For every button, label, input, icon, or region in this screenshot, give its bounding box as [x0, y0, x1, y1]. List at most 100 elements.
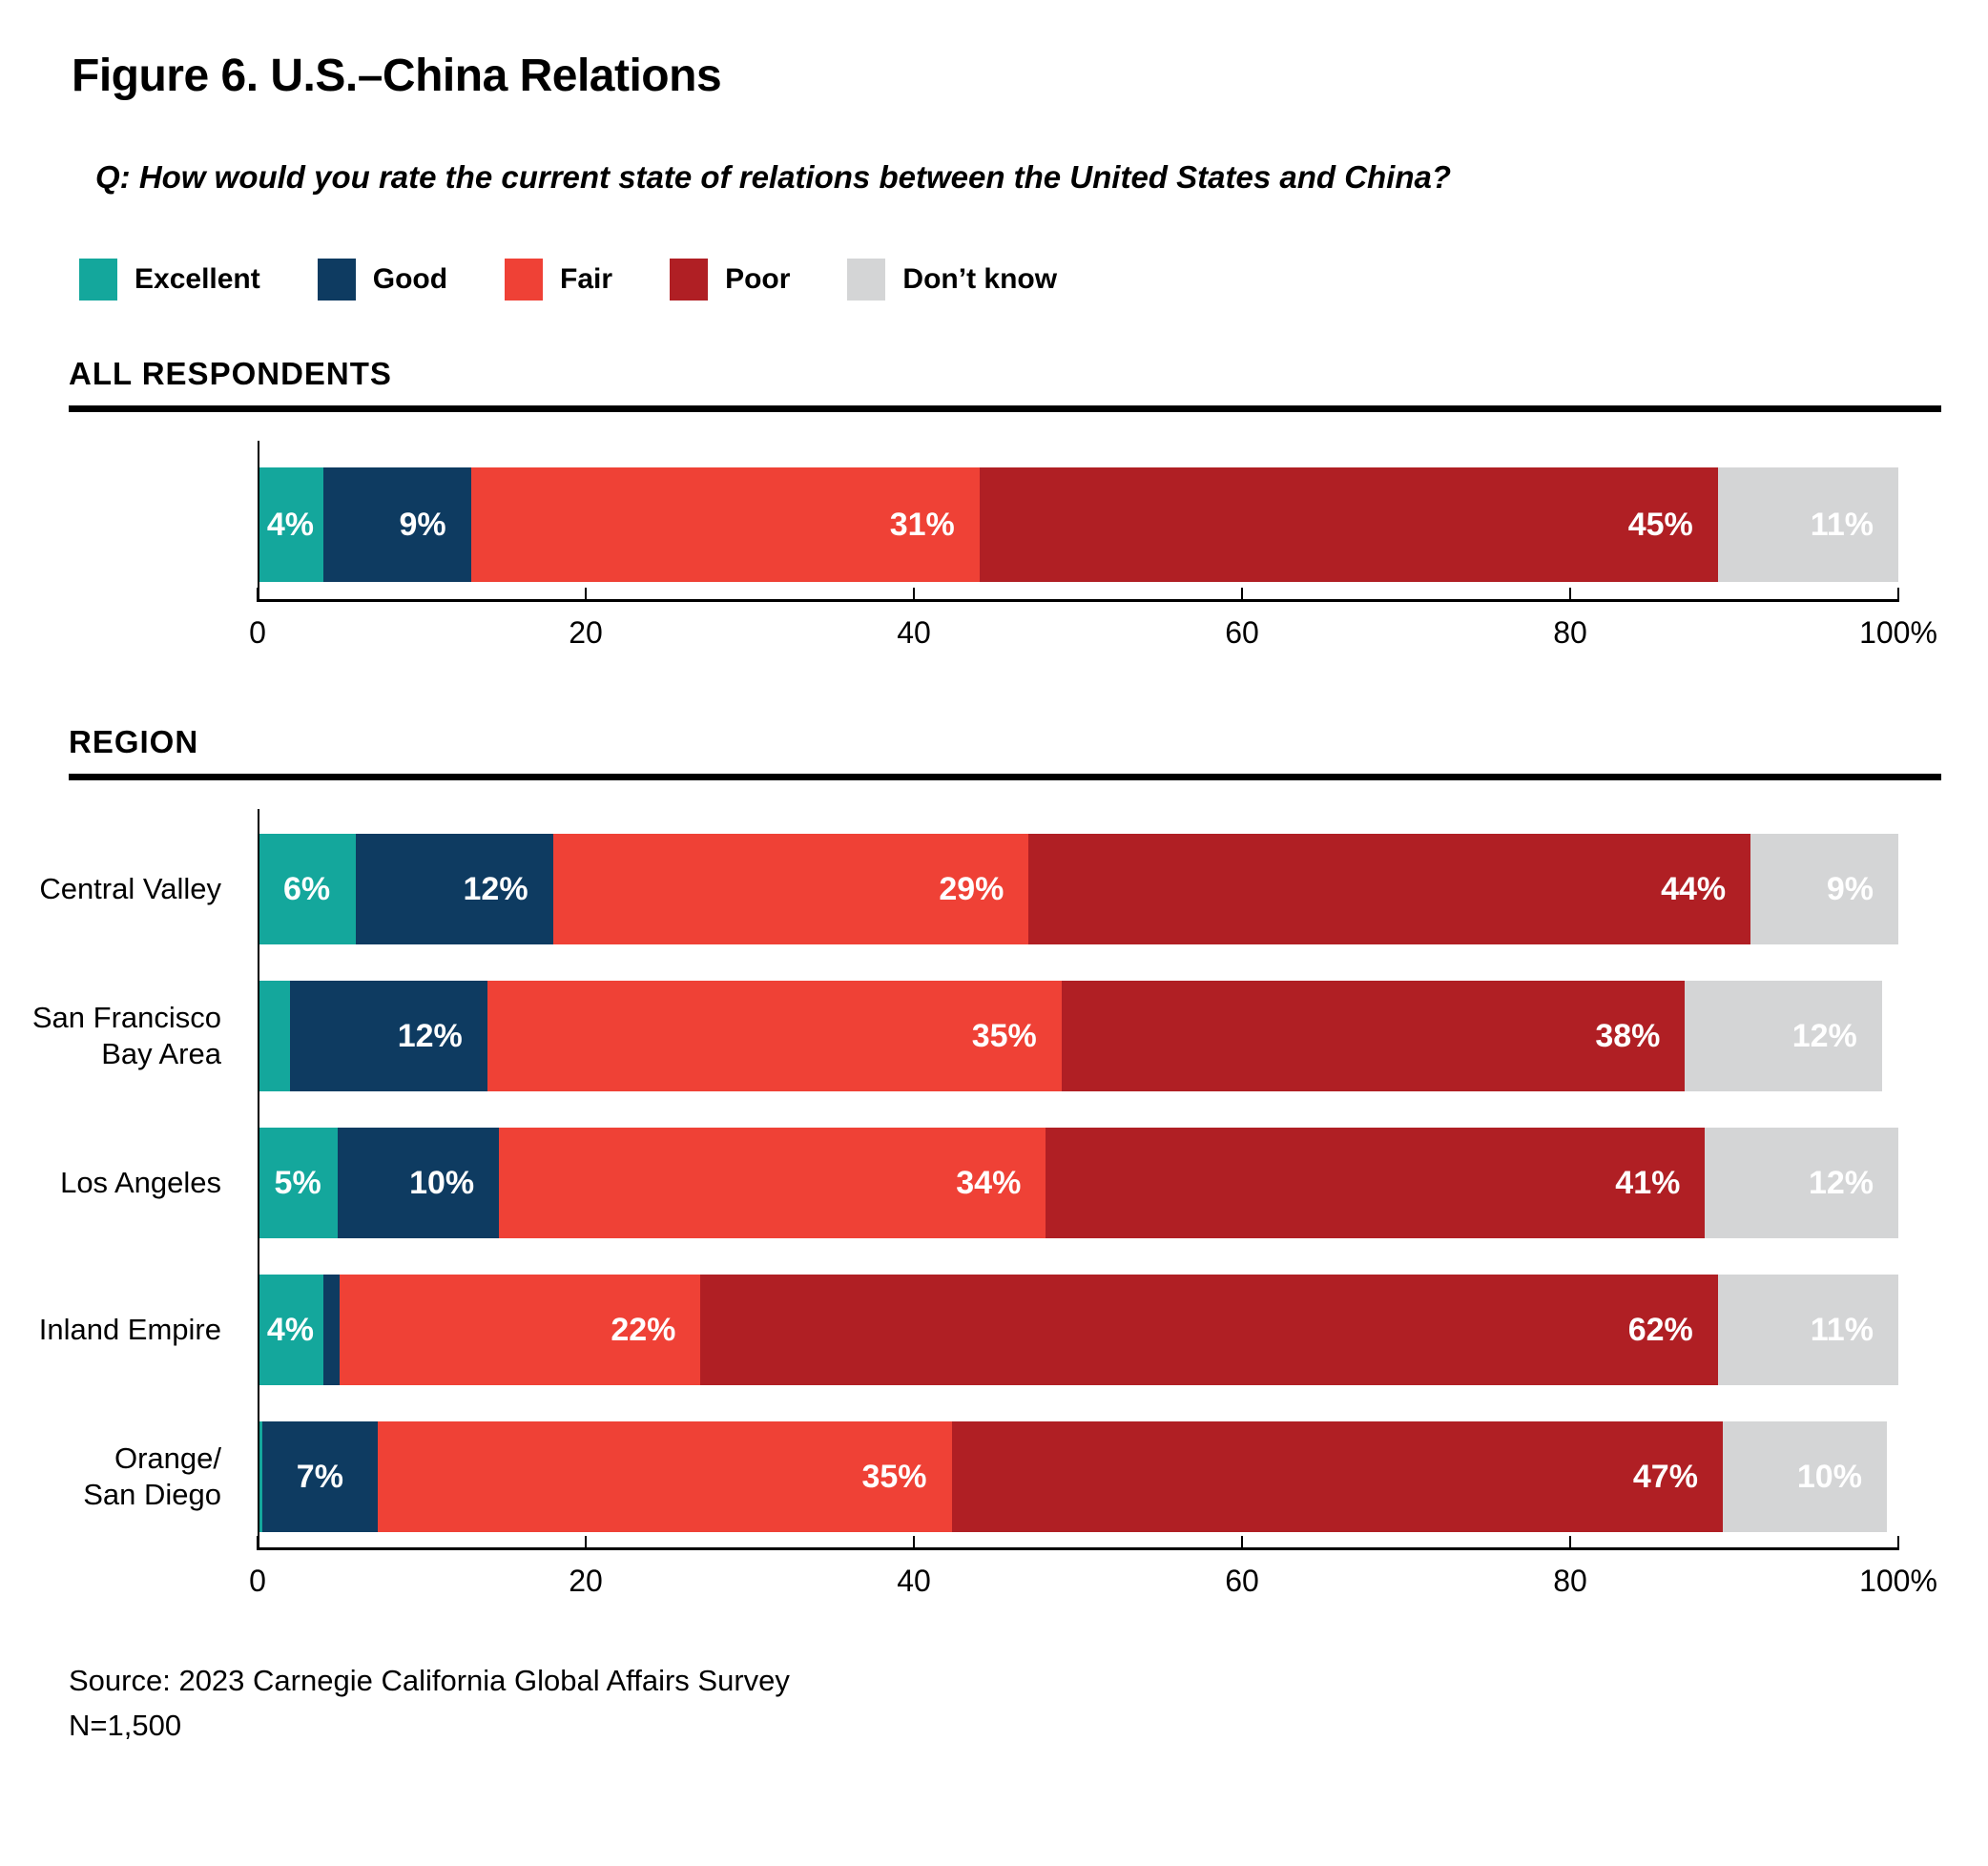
axis-tick [1897, 1536, 1899, 1550]
bar-segment-poor: 38% [1061, 981, 1686, 1091]
segment-value-label: 41% [1615, 1164, 1681, 1201]
axis-tick [1241, 588, 1243, 602]
bar-row: 4% 9% 31% 45% 11% [0, 467, 1898, 582]
segment-value-label: 29% [939, 870, 1004, 907]
axis-tick-label: 100% [1859, 1564, 1937, 1598]
segment-value-label: 10% [1796, 1458, 1862, 1495]
bar-row: Orange/ San Diego 7% 35% 47% 10% [0, 1421, 1898, 1532]
bar-segment-excellent [258, 1421, 263, 1532]
fair-swatch [505, 259, 544, 301]
stacked-bar: 6% 12% 29% 44% 9% [258, 834, 1898, 944]
section-rule [69, 774, 1941, 780]
legend-item-dont-know: Don’t know [847, 259, 1057, 301]
segment-value-label: 31% [889, 506, 955, 543]
source-note: Source: 2023 Carnegie California Global … [69, 1659, 1988, 1748]
axis-tick-label: 80 [1553, 615, 1587, 650]
bar-segment-dont-know: 11% [1717, 1275, 1898, 1385]
section-region: REGION Central Valley 6% 12% 29% 44% 9% San Fr… [0, 724, 1988, 1604]
legend-label-good: Good [372, 263, 448, 295]
segment-value-label: 47% [1632, 1458, 1698, 1495]
legend-label-fair: Fair [560, 263, 613, 295]
bar-segment-poor: 47% [951, 1421, 1723, 1532]
axis-tick [257, 588, 259, 602]
segment-value-label: 6% [283, 870, 331, 907]
segment-value-label: 5% [274, 1164, 321, 1201]
stacked-bar: 4% 22% 62% 11% [258, 1275, 1898, 1385]
segment-value-label: 44% [1661, 870, 1727, 907]
bar-segment-excellent: 6% [258, 834, 357, 944]
bar-segment-good: 12% [290, 981, 487, 1091]
axis-tick-label: 40 [897, 615, 931, 650]
axis-tick-label: 60 [1225, 615, 1259, 650]
bar-segment-fair: 31% [470, 467, 980, 582]
axis-tick-label: 0 [249, 615, 266, 650]
bar-segment-excellent [258, 981, 291, 1091]
axis-tick [1569, 1536, 1571, 1550]
legend-item-fair: Fair [505, 259, 612, 301]
stacked-bar: 4% 9% 31% 45% 11% [258, 467, 1898, 582]
survey-question: Q: How would you rate the current state … [95, 159, 1452, 195]
section-all-respondents: ALL RESPONDENTS 4% 9% 31% 45% 11% 0 20 40 60 80 10… [0, 356, 1988, 655]
bar-segment-fair: 34% [499, 1128, 1046, 1238]
row-label: San Francisco Bay Area [31, 1001, 221, 1070]
axis-tick [257, 1536, 259, 1550]
all-respondents-chart: 4% 9% 31% 45% 11% 0 20 40 60 80 100% [0, 441, 1988, 655]
bar-row: Inland Empire 4% 22% 62% 11% [0, 1275, 1898, 1385]
legend: Excellent Good Fair Poor Don’t know [79, 259, 1988, 301]
legend-label-excellent: Excellent [135, 263, 260, 295]
bar-segment-good: 12% [356, 834, 553, 944]
segment-value-label: 7% [296, 1458, 343, 1495]
segment-value-label: 35% [971, 1017, 1037, 1054]
bar-segment-fair: 22% [339, 1275, 701, 1385]
section-header-all-respondents: ALL RESPONDENTS [69, 356, 392, 391]
axis-tick-label: 60 [1225, 1564, 1259, 1598]
axis-tick-label: 0 [249, 1564, 266, 1598]
axis-tick-label: 40 [897, 1564, 931, 1598]
sample-size: N=1,500 [69, 1708, 182, 1742]
plot-area: Central Valley 6% 12% 29% 44% 9% San Francisco… [0, 809, 1898, 1547]
bar-row: Los Angeles 5% 10% 34% 41% 12% [0, 1128, 1898, 1238]
axis-tick-label: 20 [569, 615, 603, 650]
bar-segment-dont-know: 10% [1722, 1421, 1887, 1532]
stacked-bar: 12% 35% 38% 12% [258, 981, 1898, 1091]
bar-row: Central Valley 6% 12% 29% 44% 9% [0, 834, 1898, 944]
axis-tick [585, 588, 587, 602]
bar-segment-good [322, 1275, 340, 1385]
bar-segment-good: 7% [262, 1421, 378, 1532]
row-label: Central Valley [39, 872, 221, 906]
segment-value-label: 12% [1808, 1164, 1874, 1201]
poor-swatch [670, 259, 709, 301]
stacked-bar: 7% 35% 47% 10% [258, 1421, 1898, 1532]
segment-value-label: 4% [266, 1311, 314, 1348]
legend-item-excellent: Excellent [79, 259, 260, 301]
legend-item-good: Good [317, 259, 448, 301]
row-label: Los Angeles [60, 1166, 221, 1200]
row-label: Orange/ San Diego [83, 1441, 221, 1511]
y-axis-line [258, 441, 259, 599]
bar-segment-good: 9% [322, 467, 471, 582]
segment-value-label: 9% [1826, 870, 1874, 907]
figure-title: Figure 6. U.S.–China Relations [72, 51, 722, 101]
legend-label-poor: Poor [725, 263, 791, 295]
axis-tick [913, 1536, 915, 1550]
axis-tick [1897, 588, 1899, 602]
segment-value-label: 35% [861, 1458, 927, 1495]
x-axis-labels: 0 20 40 60 80 100% [249, 1564, 1937, 1604]
segment-value-label: 62% [1627, 1311, 1693, 1348]
row-label: Inland Empire [38, 1313, 221, 1347]
bar-segment-excellent: 5% [258, 1128, 339, 1238]
excellent-swatch [79, 259, 117, 301]
x-axis-line [257, 1536, 1899, 1550]
bar-segment-poor: 44% [1028, 834, 1751, 944]
bar-segment-excellent: 4% [258, 1275, 323, 1385]
section-rule [69, 405, 1941, 412]
segment-value-label: 11% [1810, 506, 1874, 543]
segment-value-label: 45% [1627, 506, 1693, 543]
bar-segment-dont-know: 12% [1685, 981, 1882, 1091]
bar-segment-fair: 35% [487, 981, 1062, 1091]
source-line: Source: 2023 Carnegie California Global … [69, 1664, 790, 1697]
dont-know-swatch [847, 259, 886, 301]
segment-value-label: 10% [409, 1164, 475, 1201]
segment-value-label: 38% [1595, 1017, 1661, 1054]
